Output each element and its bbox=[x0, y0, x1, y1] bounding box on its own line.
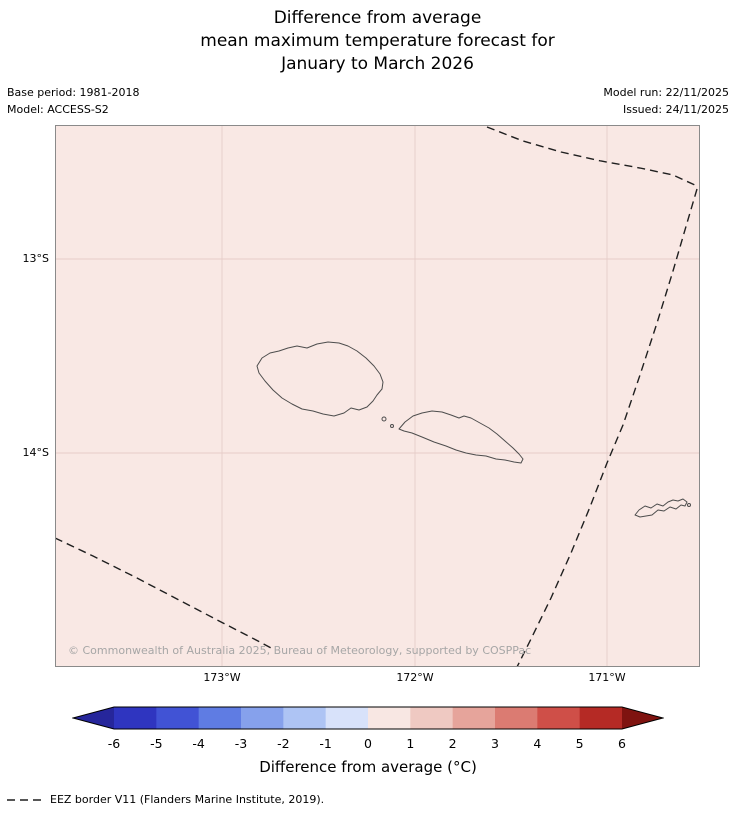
title-line-3: January to March 2026 bbox=[281, 54, 474, 74]
colorbar-segment bbox=[368, 707, 411, 729]
colorbar-tick: 4 bbox=[533, 736, 542, 751]
meta-left: Base period: 1981-2018 Model: ACCESS-S2 bbox=[7, 84, 139, 118]
chart-title: Difference from average mean maximum tem… bbox=[55, 7, 700, 76]
issued-date: Issued: 24/11/2025 bbox=[622, 103, 729, 116]
colorbar-tick: 0 bbox=[364, 736, 372, 751]
colorbar-segment bbox=[537, 707, 581, 729]
colorbar-segment bbox=[452, 707, 496, 729]
colorbar-segment bbox=[198, 707, 242, 729]
ytick-13s: 13°S bbox=[22, 252, 49, 265]
colorbar-tick: -3 bbox=[234, 736, 248, 751]
colorbar-segment bbox=[495, 707, 538, 729]
copyright-text: © Commonwealth of Australia 2025, Bureau… bbox=[68, 644, 532, 657]
colorbar-tick: 2 bbox=[448, 736, 457, 751]
colorbar-ticks: -6 -5 -4 -3 -2 -1 0 1 2 3 4 5 6 bbox=[72, 736, 664, 752]
eez-dash-icon bbox=[7, 798, 43, 801]
colorbar-left-arrow bbox=[73, 707, 114, 729]
map-gridlines bbox=[55, 125, 700, 667]
colorbar-tick: -1 bbox=[319, 736, 332, 751]
colorbar: -6 -5 -4 -3 -2 -1 0 1 2 3 4 5 6 bbox=[71, 706, 665, 752]
ytick-14s: 14°S bbox=[22, 446, 49, 459]
eez-legend-label: EEZ border V11 (Flanders Marine Institut… bbox=[50, 793, 325, 806]
island-tutuila bbox=[634, 498, 688, 518]
island-small-3 bbox=[687, 503, 691, 507]
island-small-1 bbox=[381, 416, 387, 422]
colorbar-segment bbox=[241, 707, 284, 729]
colorbar-segment bbox=[283, 707, 327, 729]
colorbar-segment bbox=[325, 707, 369, 729]
colorbar-tick: 5 bbox=[575, 736, 584, 751]
map-canvas bbox=[55, 125, 700, 667]
map-border bbox=[55, 125, 700, 667]
island-upolu bbox=[398, 410, 524, 464]
title-line-1: Difference from average bbox=[273, 8, 482, 28]
title-line-2: mean maximum temperature forecast for bbox=[200, 31, 555, 51]
eez-legend: EEZ border V11 (Flanders Marine Institut… bbox=[7, 793, 324, 806]
colorbar-tick: -4 bbox=[192, 736, 205, 751]
colorbar-tick: 1 bbox=[406, 736, 415, 751]
model-name: Model: ACCESS-S2 bbox=[7, 103, 109, 116]
xtick-172w: 172°W bbox=[396, 671, 434, 684]
colorbar-outline bbox=[71, 706, 665, 730]
eez-border-segment-north bbox=[486, 126, 698, 187]
eez-border-segment-east bbox=[516, 188, 698, 667]
xtick-173w: 173°W bbox=[203, 671, 241, 684]
eez-borders bbox=[55, 126, 698, 667]
colorbar-tick: -2 bbox=[277, 736, 290, 751]
colorbar-tick: 6 bbox=[618, 736, 626, 751]
eez-border-segment-southwest bbox=[55, 537, 272, 649]
colorbar-tick: 3 bbox=[491, 736, 499, 751]
map-area: © Commonwealth of Australia 2025, Bureau… bbox=[55, 125, 700, 667]
colorbar-segment bbox=[410, 707, 454, 729]
base-period: Base period: 1981-2018 bbox=[7, 86, 140, 99]
colorbar-tick: -5 bbox=[150, 736, 163, 751]
island-savaii bbox=[256, 341, 384, 417]
coastlines bbox=[256, 341, 691, 518]
xtick-171w: 171°W bbox=[588, 671, 626, 684]
colorbar-label: Difference from average (°C) bbox=[259, 758, 477, 776]
colorbar-segment bbox=[156, 707, 200, 729]
colorbar-gradient bbox=[71, 706, 665, 730]
colorbar-tick: -6 bbox=[107, 736, 121, 751]
model-run-date: Model run: 22/11/2025 bbox=[603, 86, 729, 99]
colorbar-segment bbox=[579, 707, 623, 729]
island-small-2 bbox=[390, 424, 394, 428]
meta-right: Model run: 22/11/2025 Issued: 24/11/2025 bbox=[603, 84, 729, 118]
map-background bbox=[55, 125, 700, 667]
colorbar-segment bbox=[114, 707, 157, 729]
colorbar-right-arrow bbox=[622, 707, 663, 729]
